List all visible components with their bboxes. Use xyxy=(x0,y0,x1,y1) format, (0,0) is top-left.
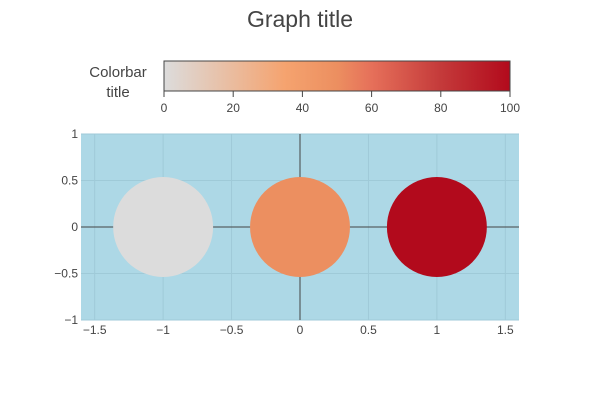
x-tick-label: 0 xyxy=(297,323,304,337)
colorbar-tick-label: 100 xyxy=(500,101,520,115)
plot-area: −1.5 −1 −0.5 0 0.5 1 1.5 −1 −0.5 0 0.5 1 xyxy=(54,127,519,337)
x-tick-label: −0.5 xyxy=(220,323,244,337)
colorbar-title-line-2: title xyxy=(106,84,129,101)
y-tick-label: −0.5 xyxy=(54,267,78,281)
y-tick-label: 1 xyxy=(71,127,78,141)
y-tick-label: 0 xyxy=(71,220,78,234)
y-tick-label: −1 xyxy=(64,313,78,327)
colorbar-tick-label: 20 xyxy=(227,101,241,115)
colorbar-tick-label: 80 xyxy=(434,101,448,115)
y-tick-label: 0.5 xyxy=(61,174,78,188)
colorbar-gradient xyxy=(163,60,511,92)
colorbar-title-line-1: Colorbar xyxy=(89,64,147,81)
x-tick-label: 0.5 xyxy=(360,323,377,337)
scatter-point xyxy=(250,177,350,277)
colorbar: Colorbar title 0 20 40 60 80 100 xyxy=(89,60,520,115)
x-tick-label: −1.5 xyxy=(83,323,107,337)
x-tick-label: 1.5 xyxy=(497,323,514,337)
colorbar-tick-label: 0 xyxy=(161,101,168,115)
x-tick-label: 1 xyxy=(434,323,441,337)
scatter-point xyxy=(386,177,487,277)
colorbar-tick-label: 40 xyxy=(296,101,310,115)
chart-title: Graph title xyxy=(247,6,353,32)
scatter-point xyxy=(113,177,214,277)
colorbar-tick-label: 60 xyxy=(365,101,379,115)
x-tick-label: −1 xyxy=(156,323,170,337)
